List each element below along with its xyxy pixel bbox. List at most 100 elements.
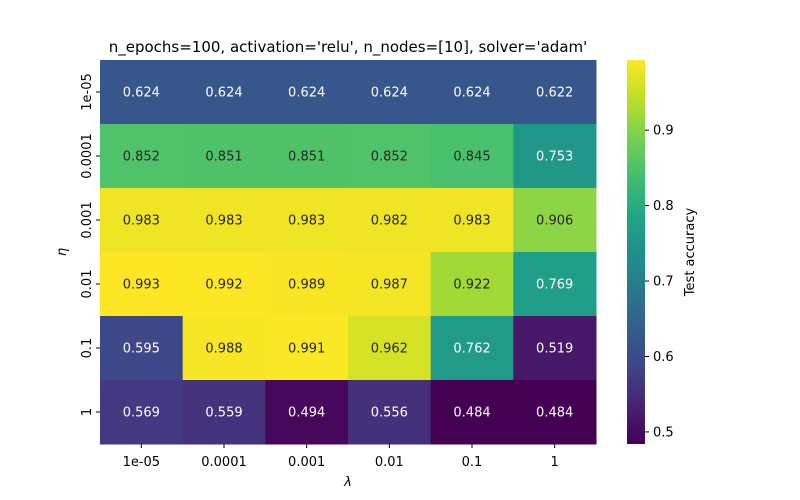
x-tick-label: 0.1	[462, 455, 483, 470]
x-tick-label: 0.0001	[201, 455, 247, 470]
colorbar-ticks: 0.5 0.6 0.7 0.8 0.9	[645, 124, 674, 440]
cell-value-label: 0.569	[123, 406, 160, 421]
heatmap-cell	[100, 380, 184, 445]
cell-value-label: 0.983	[288, 214, 325, 229]
cell-value-label: 0.992	[205, 278, 242, 293]
heatmap-cell	[100, 60, 184, 125]
colorbar-label: Test accuracy	[683, 208, 698, 298]
y-tick-label: 0.01	[80, 270, 95, 299]
heatmap-cell	[265, 124, 349, 189]
heatmap-cell	[513, 60, 597, 125]
colorbar-tick-label: 0.5	[653, 425, 674, 440]
cell-value-label: 0.624	[123, 86, 160, 101]
heatmap-cell	[265, 380, 349, 445]
y-tick-label: 1	[80, 408, 95, 416]
heatmap-cells	[100, 60, 597, 445]
cell-value-label: 0.622	[536, 86, 573, 101]
cell-value-label: 0.494	[288, 406, 325, 421]
cell-value-label: 0.906	[536, 214, 573, 229]
cell-value-label: 0.559	[205, 406, 242, 421]
heatmap-cell	[430, 60, 514, 125]
x-axis-ticks: 1e-05 0.0001 0.001 0.01 0.1 1	[123, 444, 559, 470]
heatmap-cell	[513, 252, 597, 317]
cell-value-label: 0.962	[371, 342, 408, 357]
heatmap-cell	[430, 316, 514, 381]
heatmap-cell	[100, 124, 184, 189]
y-tick-label: 0.001	[80, 201, 95, 238]
cell-value-label: 0.753	[536, 150, 573, 165]
colorbar	[627, 60, 645, 444]
cell-value-label: 0.556	[371, 406, 408, 421]
heatmap-cell	[182, 60, 266, 125]
heatmap-cell	[182, 380, 266, 445]
heatmap-cell	[430, 380, 514, 445]
cell-value-label: 0.851	[288, 150, 325, 165]
heatmap-cell	[430, 252, 514, 317]
cell-value-label: 0.989	[288, 278, 325, 293]
x-tick-label: 1e-05	[123, 455, 161, 470]
y-tick-label: 1e-05	[80, 73, 95, 111]
heatmap-cell	[182, 124, 266, 189]
y-tick-label: 0.1	[80, 338, 95, 359]
cell-value-label: 0.982	[371, 214, 408, 229]
x-axis-label: λ	[343, 475, 352, 490]
colorbar-tick-label: 0.6	[653, 350, 674, 365]
heatmap-cell	[348, 316, 432, 381]
cell-value-label: 0.519	[536, 342, 573, 357]
heatmap-cell	[348, 188, 432, 253]
y-axis-label: η	[55, 248, 70, 256]
cell-value-label: 0.484	[453, 406, 490, 421]
x-tick-label: 1	[551, 455, 559, 470]
cell-value-label: 0.922	[453, 278, 490, 293]
heatmap-cell	[348, 60, 432, 125]
y-axis-ticks: 1e-05 0.0001 0.001 0.01 0.1 1	[80, 73, 100, 416]
heatmap-cell	[265, 252, 349, 317]
colorbar-tick-label: 0.8	[653, 199, 674, 214]
heatmap-cell	[182, 252, 266, 317]
x-tick-label: 0.001	[288, 455, 325, 470]
cell-value-label: 0.983	[123, 214, 160, 229]
cell-value-label: 0.851	[205, 150, 242, 165]
heatmap-cell	[430, 188, 514, 253]
cell-value-label: 0.624	[371, 86, 408, 101]
heatmap-cell	[348, 252, 432, 317]
heatmap-cell	[513, 380, 597, 445]
heatmap-cell	[513, 124, 597, 189]
cell-value-label: 0.769	[536, 278, 573, 293]
heatmap-cell	[100, 188, 184, 253]
heatmap-cell	[348, 380, 432, 445]
cell-value-label: 0.991	[288, 342, 325, 357]
cell-value-label: 0.983	[205, 214, 242, 229]
colorbar-tick-label: 0.7	[653, 275, 674, 290]
cell-value-label: 0.983	[453, 214, 490, 229]
heatmap-cell	[265, 188, 349, 253]
cell-value-label: 0.624	[288, 86, 325, 101]
heatmap-cell	[182, 188, 266, 253]
cell-value-label: 0.852	[123, 150, 160, 165]
cell-value-label: 0.993	[123, 278, 160, 293]
cell-value-label: 0.484	[536, 406, 573, 421]
heatmap-cell	[513, 316, 597, 381]
cell-value-label: 0.595	[123, 342, 160, 357]
y-tick-label: 0.0001	[80, 133, 95, 179]
heatmap-cell	[100, 316, 184, 381]
cell-value-label: 0.845	[453, 150, 490, 165]
heatmap-cell	[348, 124, 432, 189]
chart-title: n_epochs=100, activation='relu', n_nodes…	[109, 38, 588, 57]
cell-value-label: 0.624	[205, 86, 242, 101]
cell-value-label: 0.988	[205, 342, 242, 357]
heatmap-cell	[265, 316, 349, 381]
heatmap-cell	[182, 316, 266, 381]
cell-value-label: 0.762	[453, 342, 490, 357]
cell-value-label: 0.624	[453, 86, 490, 101]
cell-labels: 0.624 0.624 0.624 0.624 0.624 0.622 0.852 0.851…	[123, 86, 574, 421]
heatmap-cell	[430, 124, 514, 189]
cell-value-label: 0.852	[371, 150, 408, 165]
heatmap-cell	[265, 60, 349, 125]
heatmap-cell	[513, 188, 597, 253]
cell-value-label: 0.987	[371, 278, 408, 293]
heatmap-cell	[100, 252, 184, 317]
x-tick-label: 0.01	[375, 455, 404, 470]
colorbar-tick-label: 0.9	[653, 124, 674, 139]
